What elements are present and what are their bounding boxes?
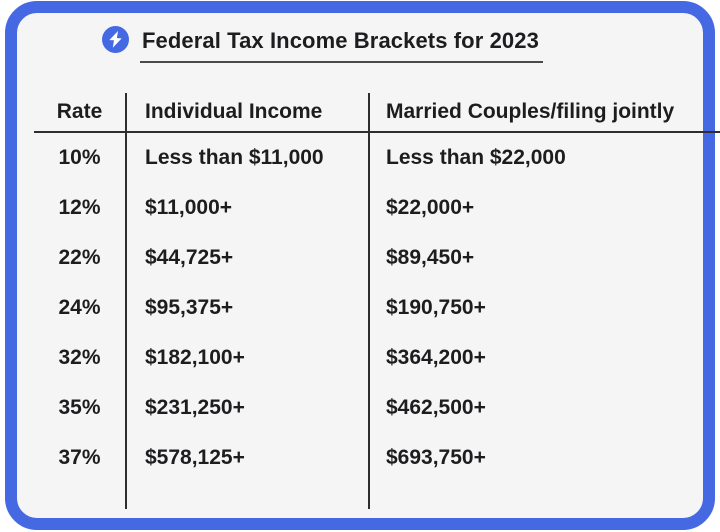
rate-cell: 10%	[34, 133, 127, 183]
married-income-cell: $89,450+	[386, 246, 475, 269]
card-title: Federal Tax Income Brackets for 2023	[140, 22, 543, 63]
column-header-married-couples: Married Couples/filing jointly	[370, 93, 720, 133]
tax-brackets-table: Rate Individual Income Married Couples/f…	[34, 93, 720, 509]
individual-income-cell: $11,000+	[127, 183, 370, 233]
individual-income-cell: $44,725+	[127, 233, 370, 283]
bolt-circle-icon	[102, 26, 129, 53]
married-income-cell: $693,750+	[386, 446, 486, 469]
married-income-cell: Less than $22,000	[386, 146, 566, 169]
married-income-cell: $190,750+	[386, 296, 486, 319]
individual-income-cell: $231,250+	[127, 383, 370, 433]
individual-income-cell: $95,375+	[127, 283, 370, 333]
column-separator-extension	[370, 483, 720, 509]
column-header-rate: Rate	[34, 93, 127, 133]
column-header-individual-income: Individual Income	[127, 93, 370, 133]
individual-income-cell: Less than $11,000	[127, 133, 370, 183]
rate-cell: 22%	[34, 233, 127, 283]
tax-brackets-card: Federal Tax Income Brackets for 2023 Rat…	[5, 1, 720, 530]
individual-income-cell: $182,100+	[127, 333, 370, 383]
rate-cell: 12%	[34, 183, 127, 233]
card-header: Federal Tax Income Brackets for 2023	[102, 22, 543, 63]
married-income-cell: $462,500+	[386, 396, 486, 419]
rate-cell: 24%	[34, 283, 127, 333]
rate-cell: 37%	[34, 433, 127, 483]
married-income-cell: $364,200+	[386, 346, 486, 369]
column-separator-extension	[34, 483, 127, 509]
individual-income-cell: $578,125+	[127, 433, 370, 483]
column-separator-extension	[127, 483, 370, 509]
rate-cell: 35%	[34, 383, 127, 433]
married-income-cell: $22,000+	[386, 196, 475, 219]
rate-cell: 32%	[34, 333, 127, 383]
